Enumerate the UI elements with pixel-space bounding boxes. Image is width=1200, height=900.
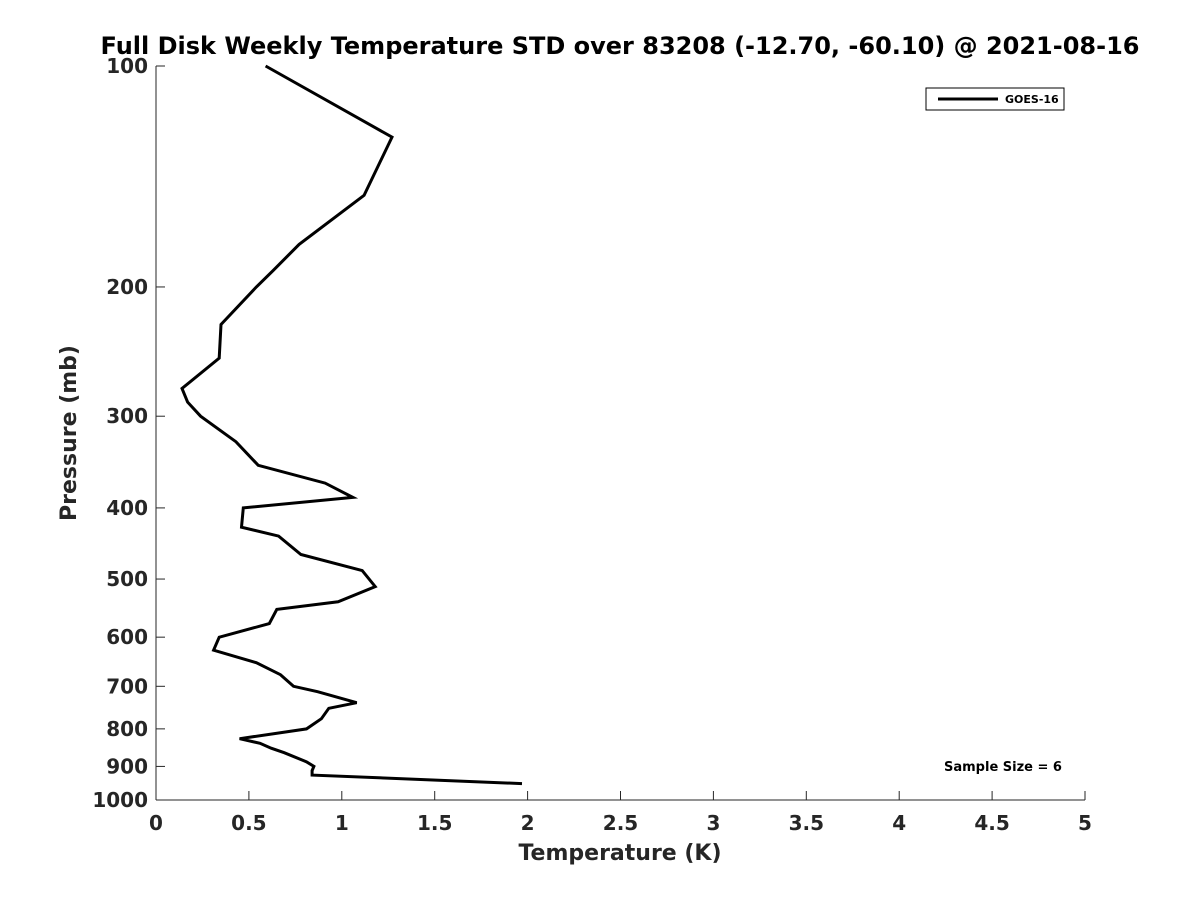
x-tick-label: 1.5 — [417, 811, 452, 835]
y-axis-ticks: 100 200 300 400 500 600 700 800 900 1000 — [92, 54, 165, 812]
y-tick-label: 700 — [106, 674, 148, 698]
y-tick-label: 200 — [106, 275, 148, 299]
chart-title: Full Disk Weekly Temperature STD over 83… — [101, 32, 1140, 60]
x-axis-label: Temperature (K) — [518, 841, 721, 866]
y-tick-label: 400 — [106, 496, 148, 520]
x-tick-label: 4 — [892, 811, 906, 835]
y-tick-label: 600 — [106, 625, 148, 649]
legend-label-goes-16: GOES-16 — [1005, 93, 1059, 106]
sample-size-annotation: Sample Size = 6 — [944, 760, 1062, 775]
y-tick-label: 800 — [106, 717, 148, 741]
series-line-goes-16 — [180, 64, 523, 786]
x-tick-label: 0.5 — [231, 811, 266, 835]
x-tick-label: 0 — [149, 811, 163, 835]
x-tick-label: 1 — [335, 811, 349, 835]
x-tick-label: 4.5 — [974, 811, 1009, 835]
x-tick-label: 5 — [1078, 811, 1092, 835]
x-axis-ticks: 0 0.5 1 1.5 2 2.5 3 3.5 4 4.5 5 — [149, 791, 1092, 835]
y-tick-label: 300 — [106, 404, 148, 428]
x-tick-label: 2 — [521, 811, 535, 835]
y-tick-label: 100 — [106, 54, 148, 78]
x-tick-label: 3 — [706, 811, 720, 835]
y-tick-label: 500 — [106, 567, 148, 591]
x-tick-label: 2.5 — [603, 811, 638, 835]
series-layer — [180, 64, 523, 786]
y-axis-label: Pressure (mb) — [57, 345, 82, 521]
x-tick-label: 3.5 — [789, 811, 824, 835]
legend: GOES-16 — [925, 87, 1065, 111]
y-tick-label: 900 — [106, 754, 148, 778]
y-tick-label: 1000 — [92, 788, 148, 812]
